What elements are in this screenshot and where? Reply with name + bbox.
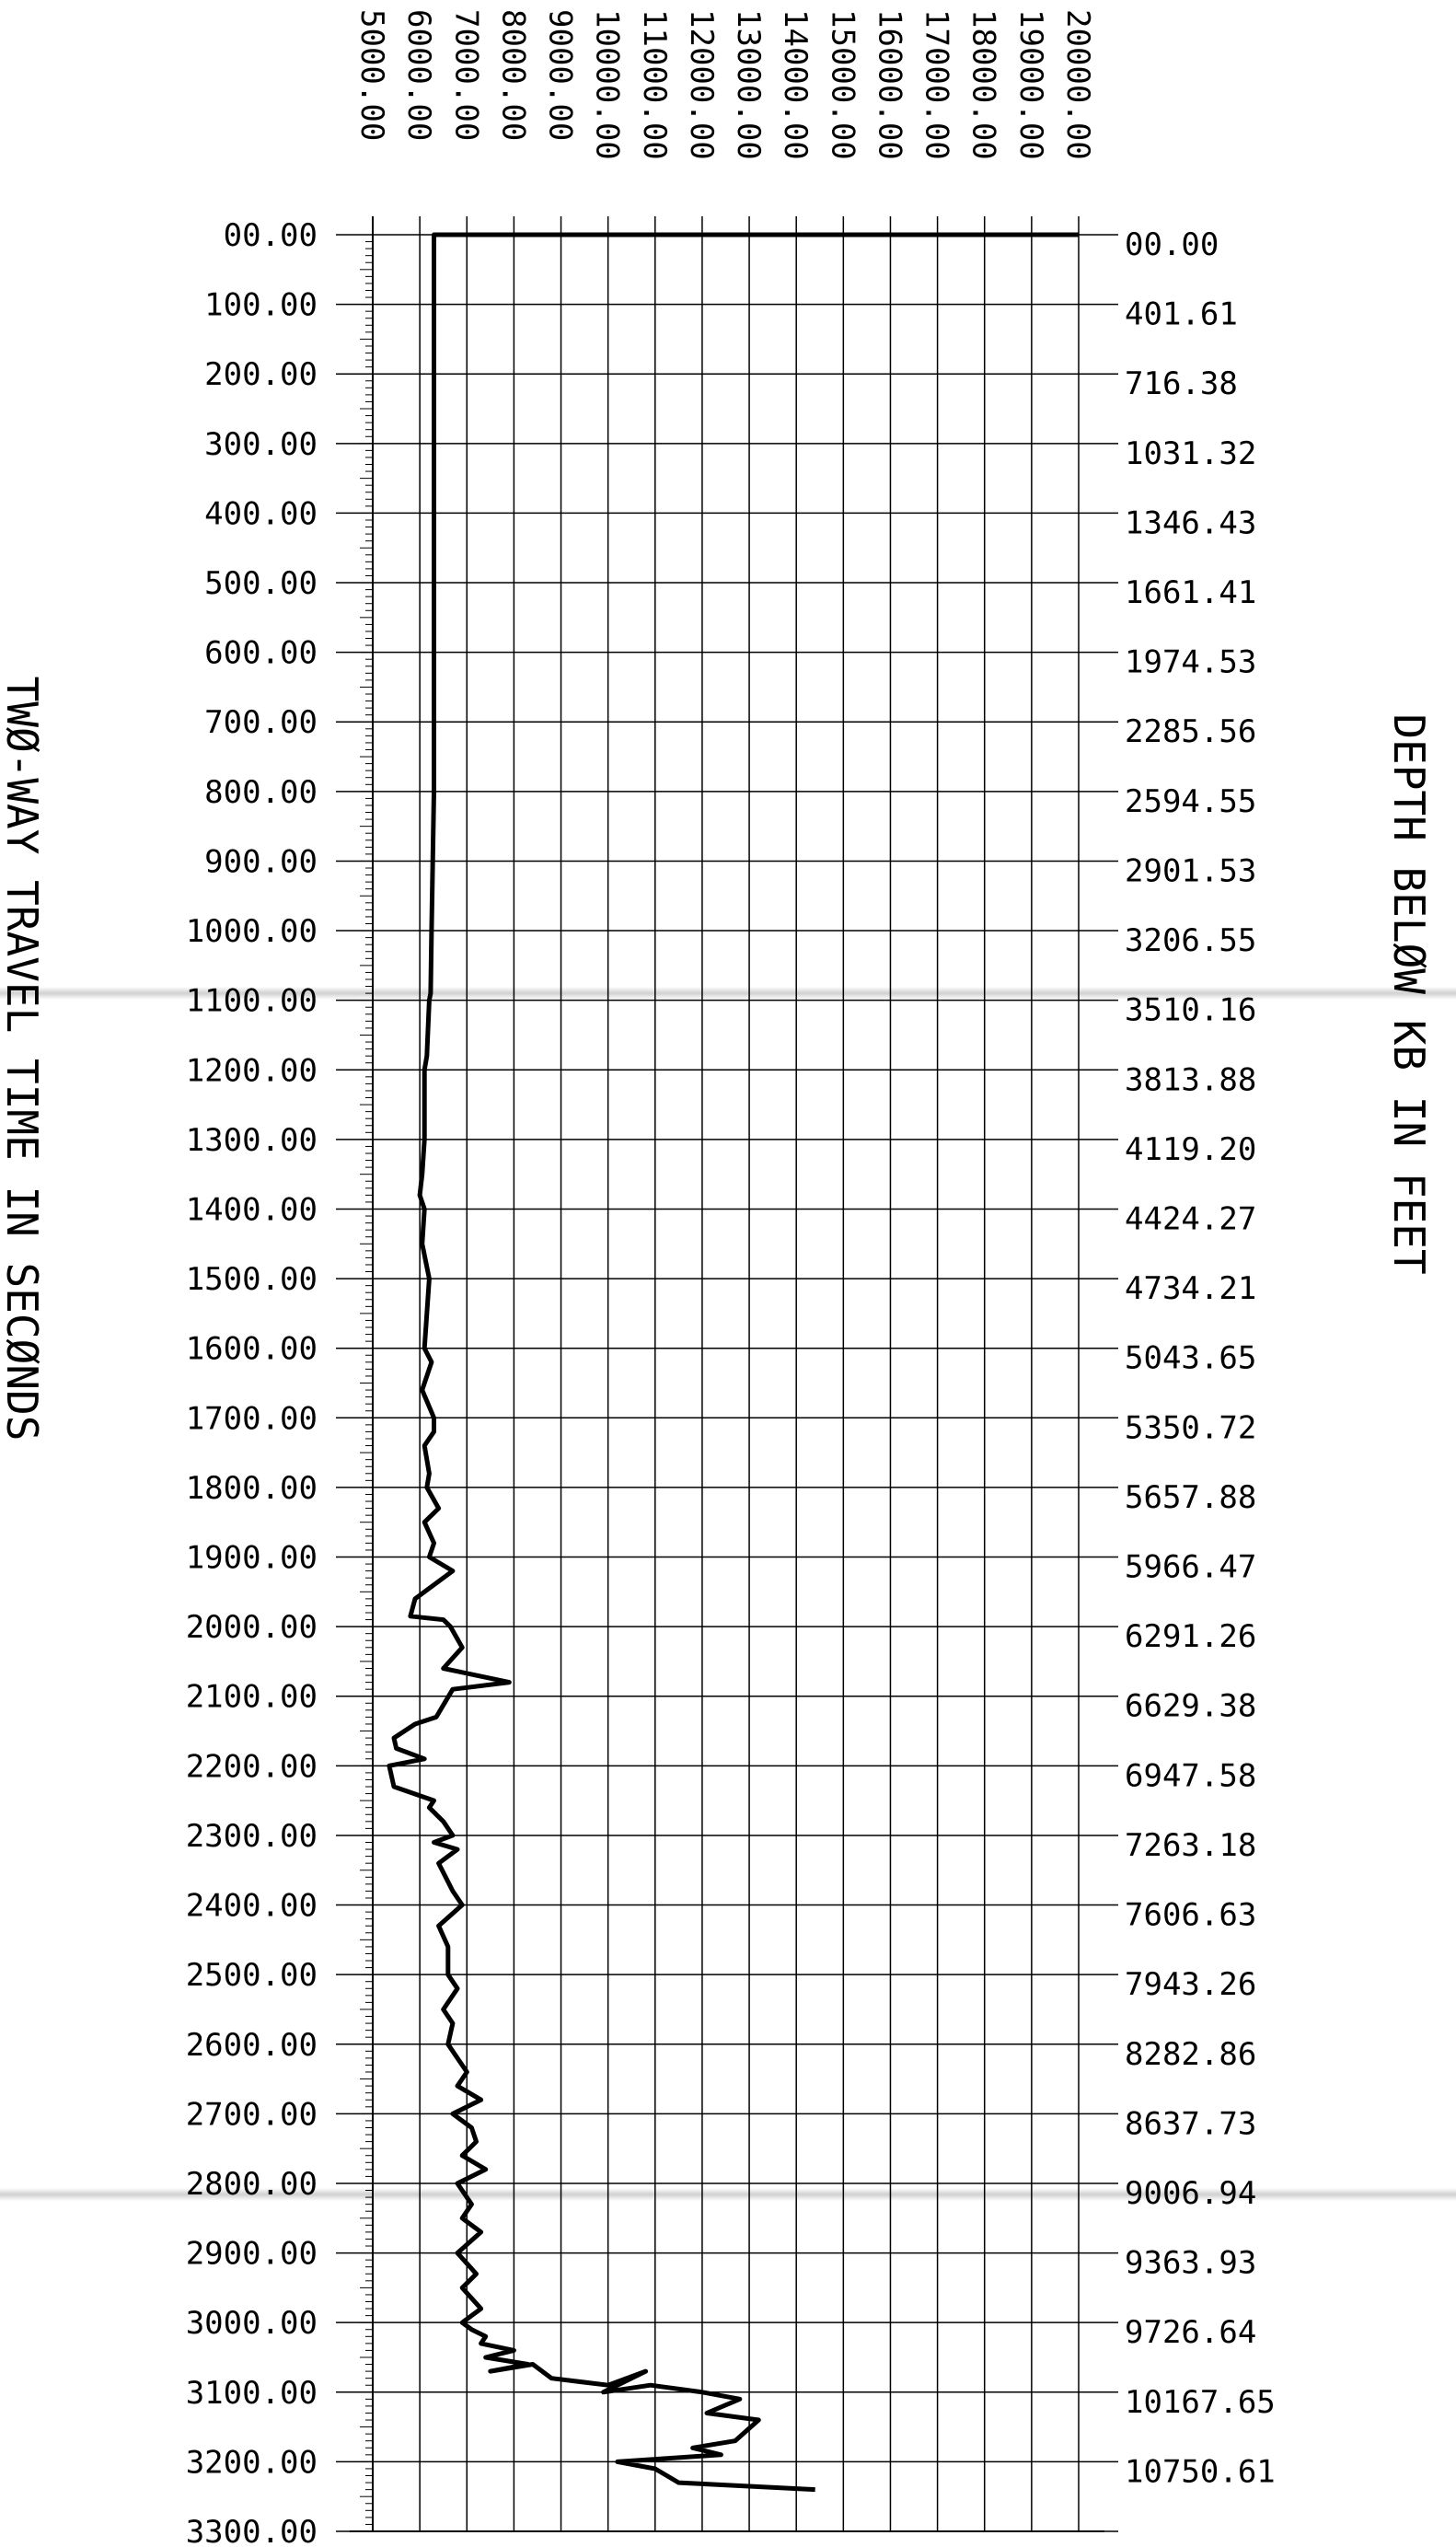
left-tick-label: 1400.00 (186, 1191, 318, 1228)
left-tick-label: 400.00 (204, 495, 318, 532)
left-tick-label: 300.00 (204, 426, 318, 463)
left-tick-label: 3300.00 (186, 2514, 318, 2547)
left-tick-label: 600.00 (204, 635, 318, 672)
left-tick-label: 2300.00 (186, 1818, 318, 1855)
top-tick-label: 17000.00 (919, 9, 955, 160)
top-tick-label: 5000.00 (353, 9, 390, 141)
right-tick-label: 2594.55 (1125, 783, 1256, 820)
right-tick-label: 2285.56 (1125, 713, 1256, 750)
left-tick-label: 2400.00 (186, 1888, 318, 1925)
right-axis-tick-labels: 00.00 401.61 716.38 1031.32 1346.43 1661.41 19… (1125, 226, 1276, 2490)
top-tick-label: 13000.00 (730, 9, 767, 160)
right-tick-label: 1346.43 (1125, 504, 1256, 541)
right-tick-label: 8282.86 (1125, 2036, 1256, 2073)
scan-artifact-line (0, 2188, 1456, 2201)
right-tick-label: 6947.58 (1125, 1757, 1256, 1794)
left-tick-label: 2700.00 (186, 2096, 318, 2133)
left-tick-label: 1500.00 (186, 1261, 318, 1298)
left-tick-label: 3000.00 (186, 2305, 318, 2342)
right-tick-label: 7606.63 (1125, 1897, 1256, 1934)
left-tick-label: 800.00 (204, 774, 318, 811)
right-tick-label: 1974.53 (1125, 644, 1256, 681)
velocity-series-line (387, 232, 1079, 2493)
left-tick-label: 700.00 (204, 704, 318, 741)
left-tick-label: 2100.00 (186, 1679, 318, 1716)
top-tick-label: 10000.00 (589, 9, 626, 160)
right-axis-label: DEPTH BELØW KB IN FEET (1384, 713, 1434, 1274)
left-tick-label: 100.00 (204, 287, 318, 324)
right-tick-label: 6629.38 (1125, 1688, 1256, 1725)
right-tick-label: 1661.41 (1125, 574, 1256, 611)
left-tick-label: 1900.00 (186, 1540, 318, 1577)
right-tick-label: 4119.20 (1125, 1131, 1256, 1168)
top-tick-label: 7000.00 (447, 9, 484, 141)
right-tick-label: 716.38 (1125, 365, 1238, 402)
top-tick-label: 14000.00 (777, 9, 814, 160)
right-tick-label: 7943.26 (1125, 1966, 1256, 2003)
right-tick-label: 9006.94 (1125, 2175, 1256, 2212)
top-tick-label: 16000.00 (871, 9, 907, 160)
left-axis-label: TWØ-WAY TRAVEL TIME IN SECØNDS (0, 677, 47, 1441)
right-tick-label: 9726.64 (1125, 2314, 1256, 2351)
left-tick-label: 1000.00 (186, 913, 318, 950)
left-tick-label: 500.00 (204, 565, 318, 602)
right-tick-label: 3510.16 (1125, 992, 1256, 1029)
right-tick-label: 6291.26 (1125, 1618, 1256, 1655)
right-tick-label: 10750.61 (1125, 2453, 1276, 2490)
left-tick-label: 900.00 (204, 843, 318, 880)
right-tick-label: 5043.65 (1125, 1340, 1256, 1377)
right-tick-label: 8637.73 (1125, 2105, 1256, 2142)
right-tick-label: 9363.93 (1125, 2245, 1256, 2282)
right-tick-label: 00.00 (1125, 226, 1219, 263)
right-tick-label: 2901.53 (1125, 852, 1256, 889)
left-tick-label: 2900.00 (186, 2236, 318, 2273)
left-tick-label: 1300.00 (186, 1122, 318, 1159)
top-axis-tick-labels: 5000.00 6000.00 7000.00 8000.00 9000.00 10000… (353, 9, 1096, 160)
right-tick-label: 3813.88 (1125, 1061, 1256, 1098)
right-tick-label: 5966.47 (1125, 1549, 1256, 1586)
scan-artifact-line (0, 987, 1456, 1000)
left-tick-label: 1800.00 (186, 1470, 318, 1507)
minor-tick-strip (360, 234, 373, 2532)
right-tick-label: 3206.55 (1125, 922, 1256, 959)
top-tick-label: 11000.00 (636, 9, 673, 160)
top-tick-label: 12000.00 (683, 9, 720, 160)
right-tick-label: 5350.72 (1125, 1409, 1256, 1446)
top-tick-label: 6000.00 (400, 9, 437, 141)
left-tick-label: 2200.00 (186, 1748, 318, 1785)
left-tick-label: 1600.00 (186, 1331, 318, 1368)
right-tick-label: 7263.18 (1125, 1827, 1256, 1864)
left-tick-label: 1100.00 (186, 983, 318, 1020)
top-tick-label: 20000.00 (1059, 9, 1096, 160)
left-tick-label: 3100.00 (186, 2375, 318, 2412)
left-axis-tick-labels: 00.00 100.00 200.00 300.00 400.00 500.00 600.0… (186, 217, 318, 2547)
chart-grid (336, 216, 1118, 2532)
top-tick-label: 18000.00 (965, 9, 1002, 160)
left-tick-label: 1200.00 (186, 1052, 318, 1089)
right-tick-label: 4734.21 (1125, 1270, 1256, 1307)
left-tick-label: 200.00 (204, 356, 318, 393)
left-tick-label: 2500.00 (186, 1957, 318, 1994)
top-tick-label: 9000.00 (542, 9, 579, 141)
left-tick-label: 2800.00 (186, 2166, 318, 2203)
left-tick-label: 2600.00 (186, 2027, 318, 2064)
top-tick-label: 15000.00 (824, 9, 861, 160)
top-tick-label: 8000.00 (494, 9, 531, 141)
right-tick-label: 5657.88 (1125, 1479, 1256, 1516)
top-tick-label: 19000.00 (1012, 9, 1049, 160)
left-tick-label: 2000.00 (186, 1609, 318, 1646)
right-tick-label: 1031.32 (1125, 435, 1256, 472)
left-tick-label: 1700.00 (186, 1400, 318, 1437)
left-tick-label: 3200.00 (186, 2444, 318, 2481)
right-tick-label: 401.61 (1125, 296, 1238, 333)
right-tick-label: 10167.65 (1125, 2384, 1276, 2421)
left-tick-label: 00.00 (224, 217, 318, 254)
right-tick-label: 4424.27 (1125, 1200, 1256, 1237)
